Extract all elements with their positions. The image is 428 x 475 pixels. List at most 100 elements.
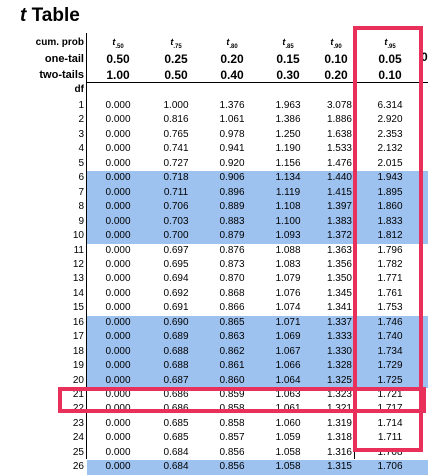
column-one-tail: 0.20 bbox=[220, 52, 244, 66]
df-cell: 4 bbox=[78, 143, 84, 155]
column-one-tail: 0.15 bbox=[276, 52, 300, 66]
value-cell: 0.684 bbox=[163, 446, 189, 458]
value-cell: 0.000 bbox=[105, 302, 131, 314]
value-cell: 0.685 bbox=[163, 417, 189, 429]
df-cell: 16 bbox=[72, 316, 84, 328]
column-two-tails: 1.00 bbox=[106, 68, 130, 82]
value-cell: 0.000 bbox=[105, 403, 131, 415]
value-cell: 0.858 bbox=[219, 417, 245, 429]
value-cell: 0.000 bbox=[105, 230, 131, 242]
column-one-tail: 0.05 bbox=[378, 52, 402, 66]
value-cell: 1.886 bbox=[326, 114, 352, 126]
df-cell: 2 bbox=[78, 114, 84, 126]
value-cell: 1.943 bbox=[377, 172, 403, 184]
value-cell: 0.816 bbox=[163, 114, 189, 126]
df-cell: 7 bbox=[78, 186, 84, 198]
value-cell: 0.920 bbox=[219, 157, 245, 169]
highlight-column-box bbox=[353, 26, 423, 452]
column-two-tails: 0.30 bbox=[276, 68, 300, 82]
value-cell: 1.714 bbox=[377, 417, 403, 429]
value-cell: 1.067 bbox=[275, 345, 301, 357]
df-cell: 3 bbox=[78, 128, 84, 140]
value-cell: 0.688 bbox=[163, 345, 189, 357]
value-cell: 1.708 bbox=[377, 446, 403, 458]
column-two-tails: 0.10 bbox=[378, 68, 402, 82]
value-cell: 1.397 bbox=[326, 201, 352, 213]
value-cell: 1.376 bbox=[219, 100, 245, 111]
value-cell: 0.688 bbox=[163, 360, 189, 372]
column-two-tails: 0.50 bbox=[164, 68, 188, 82]
page-title: t Table bbox=[20, 5, 80, 26]
value-cell: 0.857 bbox=[219, 432, 245, 444]
value-cell: 0.000 bbox=[105, 186, 131, 198]
column-one-tail: 0.25 bbox=[164, 52, 188, 66]
df-cell: 25 bbox=[72, 446, 84, 458]
value-cell: 1.337 bbox=[326, 316, 352, 328]
df-cell: 17 bbox=[72, 331, 84, 343]
value-cell: 0.700 bbox=[163, 230, 189, 242]
value-cell: 0.000 bbox=[105, 446, 131, 458]
value-cell: 1.386 bbox=[275, 114, 301, 126]
value-cell: 1.156 bbox=[275, 157, 301, 169]
value-cell: 1.725 bbox=[377, 374, 403, 386]
table-row: 4 0.000 0.741 0.941 1.190 1.533 2.132 bbox=[0, 142, 428, 156]
value-cell: 0.941 bbox=[219, 143, 245, 155]
two-tails-label: two-tails bbox=[39, 69, 84, 81]
value-cell: 0.691 bbox=[163, 302, 189, 314]
table-row: 22 0.000 0.686 0.858 1.061 1.321 1.717 bbox=[0, 402, 428, 416]
value-cell: 1.812 bbox=[377, 230, 403, 242]
value-cell: 0.000 bbox=[105, 258, 131, 270]
value-cell: 0.868 bbox=[219, 287, 245, 299]
value-cell: 1.860 bbox=[377, 201, 403, 213]
value-cell: 0.000 bbox=[105, 287, 131, 299]
df-cell: 5 bbox=[78, 157, 84, 169]
value-cell: 1.328 bbox=[326, 360, 352, 372]
table-row: 17 0.000 0.689 0.863 1.069 1.333 1.740 bbox=[0, 330, 428, 344]
column-one-tail: 0.50 bbox=[106, 52, 130, 66]
table-row: 12 0.000 0.695 0.873 1.083 1.356 1.782 bbox=[0, 258, 428, 272]
value-cell: 1.341 bbox=[326, 302, 352, 314]
value-cell: 1.134 bbox=[275, 172, 301, 184]
value-cell: 0.711 bbox=[163, 186, 189, 198]
column-header-t: t.80 bbox=[226, 37, 238, 50]
table-row: 1 0.000 1.000 1.376 1.963 3.078 6.314 bbox=[0, 99, 428, 113]
value-cell: 0.860 bbox=[219, 374, 245, 386]
value-cell: 0.697 bbox=[163, 244, 189, 256]
value-cell: 0.000 bbox=[105, 461, 131, 473]
value-cell: 0.000 bbox=[105, 360, 131, 372]
value-cell: 1.058 bbox=[275, 461, 301, 473]
table-row: 10 0.000 0.700 0.879 1.093 1.372 1.812 bbox=[0, 229, 428, 243]
value-cell: 1.071 bbox=[275, 316, 301, 328]
shaded-band bbox=[87, 171, 428, 244]
value-cell: 1.746 bbox=[377, 316, 403, 328]
value-cell: 0.856 bbox=[219, 461, 245, 473]
value-cell: 1.753 bbox=[377, 302, 403, 314]
value-cell: 0.000 bbox=[105, 345, 131, 357]
df-cell: 6 bbox=[78, 172, 84, 184]
value-cell: 1.372 bbox=[326, 230, 352, 242]
value-cell: 1.363 bbox=[326, 244, 352, 256]
value-cell: 1.060 bbox=[275, 417, 301, 429]
value-cell: 0.727 bbox=[163, 157, 189, 169]
value-cell: 1.761 bbox=[377, 287, 403, 299]
value-cell: 2.920 bbox=[377, 114, 403, 126]
value-cell: 1.796 bbox=[377, 244, 403, 256]
table-row: 21 0.000 0.686 0.859 1.063 1.323 1.721 bbox=[0, 388, 428, 402]
table-row: 8 0.000 0.706 0.889 1.108 1.397 1.860 bbox=[0, 200, 428, 214]
value-cell: 2.132 bbox=[377, 143, 403, 155]
value-cell: 0.000 bbox=[105, 417, 131, 429]
df-label: df bbox=[74, 84, 84, 95]
table-row: 9 0.000 0.703 0.883 1.100 1.383 1.833 bbox=[0, 215, 428, 229]
table-row: 19 0.000 0.688 0.861 1.066 1.328 1.729 bbox=[0, 359, 428, 373]
df-cell: 11 bbox=[73, 244, 84, 256]
value-cell: 1.323 bbox=[326, 389, 352, 400]
value-cell: 1.333 bbox=[326, 331, 352, 343]
value-cell: 1.383 bbox=[326, 215, 352, 227]
table-row: 5 0.000 0.727 0.920 1.156 1.476 2.015 bbox=[0, 157, 428, 171]
value-cell: 0.906 bbox=[219, 172, 245, 184]
value-cell: 3.078 bbox=[326, 100, 352, 111]
column-two-tails: 0.20 bbox=[324, 68, 348, 82]
value-cell: 0.859 bbox=[219, 389, 245, 400]
value-cell: 1.069 bbox=[275, 331, 301, 343]
value-cell: 1.190 bbox=[275, 143, 301, 155]
